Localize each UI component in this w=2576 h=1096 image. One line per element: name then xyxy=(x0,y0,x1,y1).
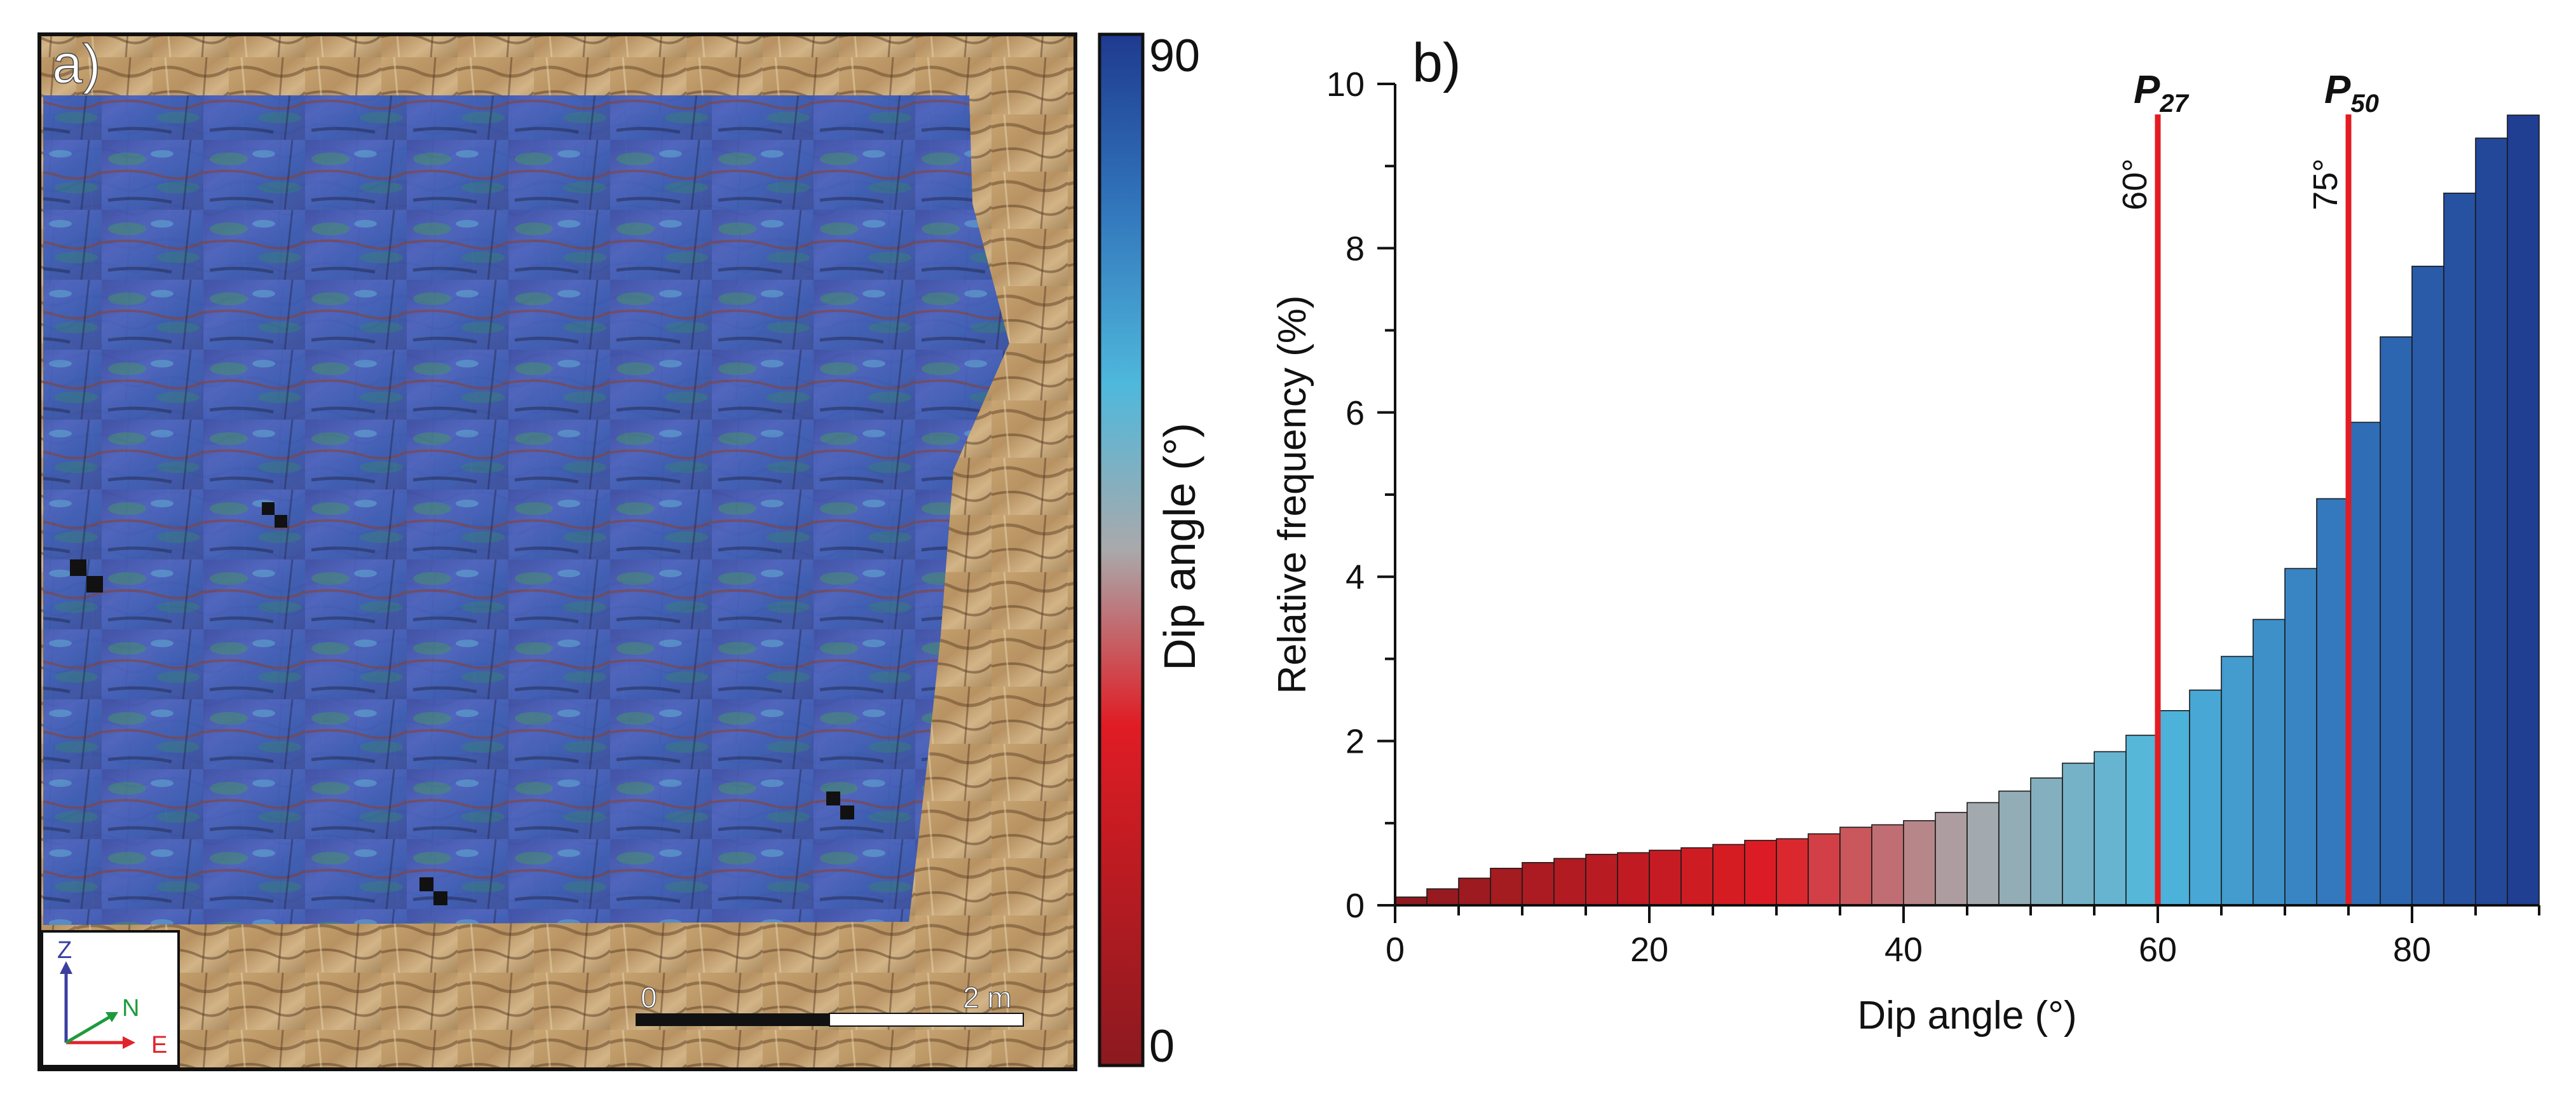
colorbar-max-label: 90 xyxy=(1149,31,1200,81)
compass-e-label: E xyxy=(151,1032,167,1058)
panel-a-label: a) xyxy=(52,34,100,95)
histogram-bar xyxy=(2157,709,2190,906)
x-tick-label: 20 xyxy=(1630,931,1668,969)
histogram-bar xyxy=(1426,888,1459,906)
x-tick-label: 0 xyxy=(1386,931,1405,969)
histogram-bar xyxy=(2125,734,2158,906)
histogram-bar xyxy=(1744,840,1777,906)
x-tick-label: 60 xyxy=(2139,931,2177,969)
histogram-bar xyxy=(1680,847,1714,906)
colorbar-title: Dip angle (°) xyxy=(1155,423,1204,671)
histogram-bar xyxy=(1871,824,1904,906)
percentile-angle-p50: 75° xyxy=(2307,158,2345,210)
histogram-bar xyxy=(1617,852,1650,906)
histogram-bar xyxy=(1998,790,2031,906)
histogram-bars xyxy=(1394,114,2540,906)
histogram-bar xyxy=(1490,868,1523,906)
histogram-bar xyxy=(2062,762,2095,906)
x-tick-label: 40 xyxy=(1884,931,1923,969)
histogram-bar xyxy=(1966,802,2000,906)
colorbar-min-label: 0 xyxy=(1149,1021,1175,1072)
histogram-bar xyxy=(1712,844,1745,906)
scale-start-label: 0 xyxy=(641,981,657,1014)
histogram-bar xyxy=(2221,655,2254,906)
histogram-bar xyxy=(2507,114,2540,906)
y-axis-title: Relative frequency (%) xyxy=(1271,295,1314,694)
compass-z-label: Z xyxy=(57,937,72,964)
scale-end-label: 2 m xyxy=(963,981,1012,1014)
histogram-bar xyxy=(1553,858,1586,906)
histogram-bar xyxy=(2348,421,2381,906)
colorbar: 90 0 Dip angle (°) xyxy=(1098,31,1204,1072)
histogram-bar xyxy=(2475,137,2508,906)
panel-b-histogram: P27 60° P50 75° 0 20 40 60 80 0 2 4 6 8 10 b) Dip ang… xyxy=(1271,32,2540,1038)
histogram-bar xyxy=(1808,833,1841,906)
orientation-compass: Z N E xyxy=(41,930,180,1067)
percentile-label-p27: P27 xyxy=(2134,68,2190,118)
histogram-bar xyxy=(2252,619,2286,906)
tick-labels: 0 20 40 60 80 0 2 4 6 8 10 xyxy=(1326,65,2431,969)
histogram-bar xyxy=(2411,266,2444,906)
dip-overlay xyxy=(43,95,1009,925)
y-tick-label: 6 xyxy=(1346,394,1365,432)
histogram-bar xyxy=(2316,498,2349,906)
target-markers xyxy=(70,502,854,905)
y-tick-label: 0 xyxy=(1346,887,1365,925)
x-tick-label: 80 xyxy=(2393,931,2431,969)
y-tick-label: 2 xyxy=(1346,723,1365,761)
histogram-bar xyxy=(1839,826,1872,906)
histogram-bar xyxy=(1776,838,1809,906)
histogram-bar xyxy=(1522,862,1555,906)
histogram-bar xyxy=(2030,777,2063,906)
percentile-angle-p27: 60° xyxy=(2116,158,2154,210)
panel-b-label: b) xyxy=(1412,32,1461,93)
histogram-bar xyxy=(2189,689,2222,906)
histogram-bar xyxy=(1649,849,1682,906)
y-tick-label: 4 xyxy=(1346,558,1365,596)
compass-n-label: N xyxy=(122,995,139,1022)
histogram-bar xyxy=(1458,877,1491,906)
histogram-bar xyxy=(2284,568,2317,906)
histogram-bar xyxy=(1585,854,1618,906)
x-axis-title: Dip angle (°) xyxy=(1857,994,2076,1038)
histogram-bar xyxy=(2380,336,2413,906)
y-tick-label: 8 xyxy=(1346,229,1365,268)
panel-a: a) Z N E 0 2 m 90 0 Dip angle (°) xyxy=(37,31,1204,1072)
y-tick-label: 10 xyxy=(1326,65,1365,104)
histogram-bar xyxy=(1935,812,1968,906)
percentile-label-p50: P50 xyxy=(2324,68,2379,118)
histogram-bar xyxy=(2094,751,2127,906)
histogram-bar xyxy=(1903,820,1936,906)
scale-bar: 0 2 m xyxy=(636,981,1024,1027)
histogram-bar xyxy=(2443,193,2476,906)
axes xyxy=(1377,83,2540,923)
